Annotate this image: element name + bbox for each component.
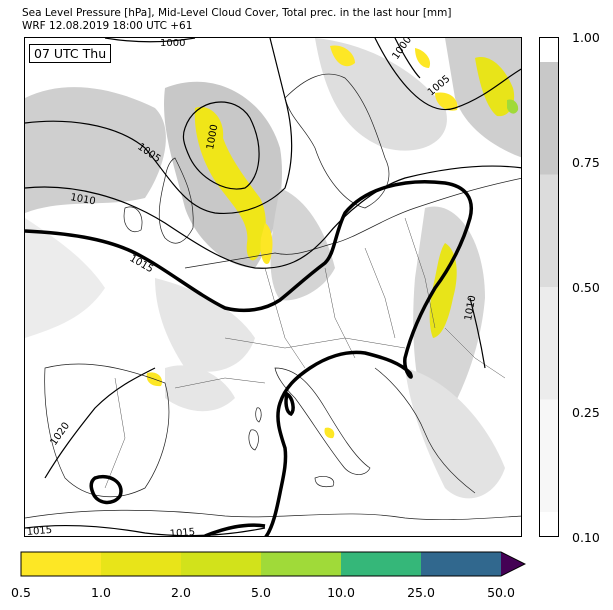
coast-uk	[158, 157, 194, 244]
forecast-time-label: 07 UTC Thu	[29, 44, 112, 63]
coastlines	[25, 73, 521, 521]
coast-ireland	[123, 206, 143, 232]
cloud-cbar-band-1	[540, 399, 558, 512]
isobar-1015-north-africa	[25, 524, 266, 536]
chart-title: Sea Level Pressure [hPa], Mid-Level Clou…	[22, 7, 452, 19]
precip-area-scandinavia	[330, 45, 355, 67]
precip-cbar-tick: 25.0	[407, 585, 435, 600]
precip-area-baltic-north	[415, 48, 431, 68]
cloud-cbar-tick: 0.75	[572, 155, 600, 170]
precip-cbar-tick: 50.0	[487, 585, 515, 600]
precipitation	[146, 45, 519, 439]
bold-isobar-africa	[204, 523, 266, 536]
precip-cbar-band-1	[21, 552, 101, 576]
cloud-area-france	[155, 278, 255, 372]
isobar-1000-northeast	[394, 38, 421, 79]
precip-area-baltic	[435, 92, 458, 111]
country-borders	[104, 217, 506, 489]
isobar-label: 1015	[26, 525, 52, 537]
precip-area-italy	[324, 427, 335, 439]
coast-sardinia	[248, 429, 259, 451]
cloud-area-northeast	[445, 38, 521, 158]
cloud-area-med	[165, 365, 235, 412]
precip-cbar-band-3	[181, 552, 261, 576]
coast-north-africa	[25, 509, 521, 521]
isobar-label: 1010	[69, 192, 96, 207]
bold-isobar-corsica	[284, 391, 295, 417]
isobar-label: 1015	[169, 527, 195, 537]
isobar-1010-west	[25, 165, 521, 269]
precip-cbar-band-6	[421, 552, 501, 576]
isobar-1010-east	[469, 297, 486, 369]
isobar-label: 1000	[205, 124, 220, 151]
precip-cbar-tick: 5.0	[251, 585, 271, 600]
isobar-1005-north-sea	[25, 38, 293, 215]
isobar-1000-north-sea	[182, 101, 260, 190]
isobar-1020-iberia	[44, 367, 156, 479]
cloud-cbar-tick: 1.00	[572, 30, 600, 45]
chart-subtitle: WRF 12.08.2019 18:00 UTC +61	[22, 20, 193, 32]
bold-isobar-1015	[25, 180, 473, 536]
precip-area-northeast-core	[507, 99, 519, 114]
cloud-area-baltic	[270, 188, 335, 301]
precip-cbar-extend-arrow	[501, 552, 525, 576]
precip-cbar-band-4	[261, 552, 341, 576]
cloud-cbar-tick: 0.10	[572, 530, 600, 545]
isobars	[25, 38, 521, 536]
coast-corsica	[255, 407, 262, 423]
cloud-cbar-tick: 0.25	[572, 405, 600, 420]
bold-isobar-spain	[89, 475, 123, 505]
coast-balkans	[374, 367, 476, 494]
precip-cbar-outline	[20, 551, 526, 577]
precip-cbar-tick: 1.0	[91, 585, 111, 600]
cloud-area-balkans	[405, 368, 505, 499]
isobar-1005-northeast	[374, 38, 521, 111]
cloud-area-atlantic	[25, 87, 166, 213]
bold-isobar-main	[25, 180, 473, 536]
isobar-label: 1000	[390, 38, 414, 62]
cloud-cbar-band-4	[540, 62, 558, 175]
weather-map: 1000 1000 1000 1005 1005 1010 1010 1015 …	[24, 37, 522, 537]
coast-italy	[274, 367, 371, 475]
precip-area-north-sea	[194, 107, 266, 261]
cloud-cbar-band-2	[540, 287, 558, 400]
cloud-cbar-band-3	[540, 174, 558, 287]
precipitation-colorbar	[20, 551, 526, 577]
precip-cbar-band-2	[101, 552, 181, 576]
coast-iberia	[44, 363, 170, 498]
coast-continent-north	[184, 178, 521, 269]
cloud-cover-colorbar	[539, 37, 559, 537]
precip-cbar-tick: 0.5	[11, 585, 31, 600]
coast-sicily	[314, 476, 335, 488]
cloud-area-west	[25, 218, 105, 338]
isobar-label: 1010	[463, 295, 478, 322]
map-canvas: 1000 1000 1000 1005 1005 1010 1010 1015 …	[25, 38, 521, 537]
precip-cbar-tick: 10.0	[327, 585, 355, 600]
isobar-label: 1000	[160, 38, 185, 49]
cloud-cbar-tick: 0.50	[572, 280, 600, 295]
isobar-1000-north	[104, 38, 196, 43]
precip-cbar-band-5	[341, 552, 421, 576]
coast-scandinavia	[284, 73, 390, 209]
precip-cbar-tick: 2.0	[171, 585, 191, 600]
